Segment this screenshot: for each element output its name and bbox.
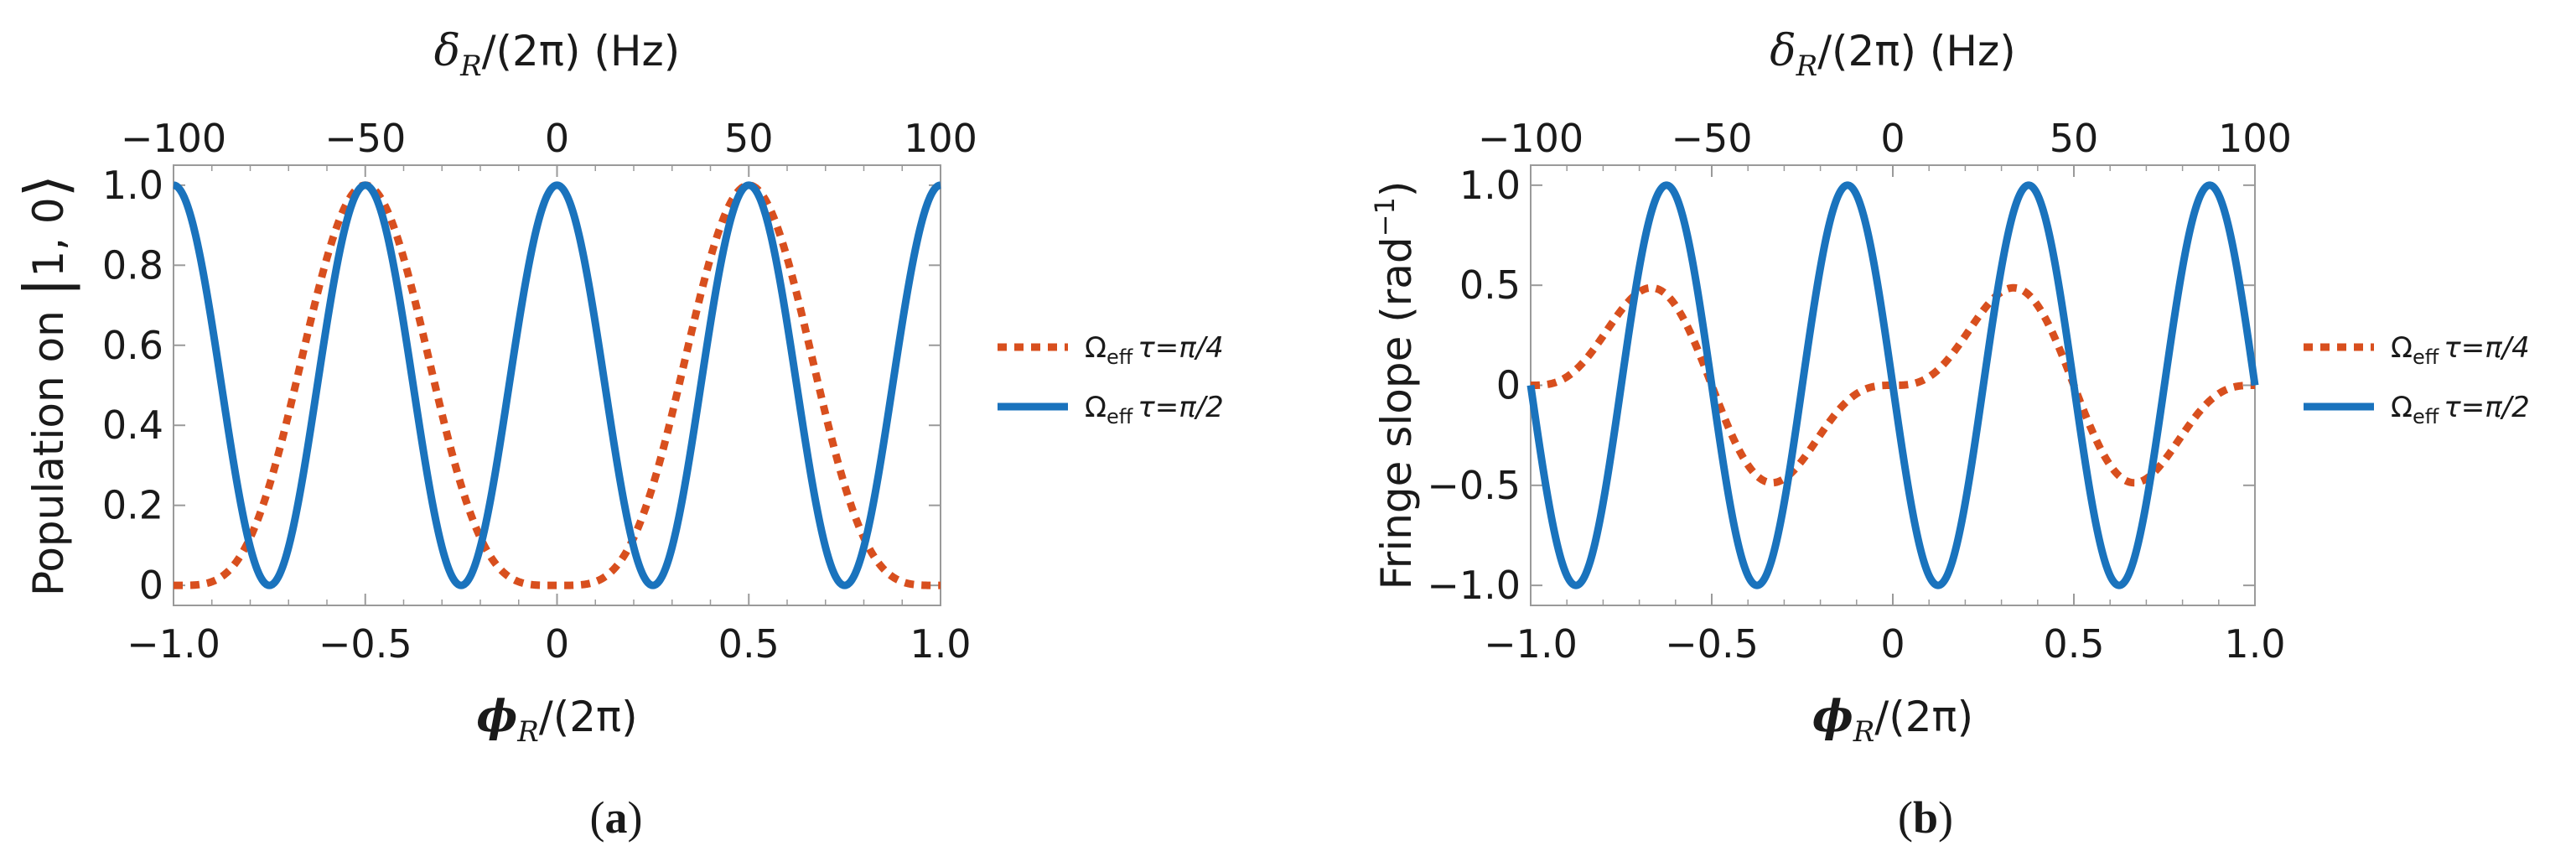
panel-label-open: (	[590, 792, 605, 843]
x-axis-symbol: ϕ	[476, 691, 517, 742]
x-tick-label: 1.0	[2224, 621, 2285, 667]
y-tick-label: 1.0	[102, 163, 163, 208]
x2-tick-label: −100	[1478, 116, 1583, 161]
legend-label-pi4: Ωeff τ=π/4	[2391, 331, 2530, 369]
x2-tick-label: 0	[1880, 116, 1905, 161]
x2-axis-symbol: δ	[1770, 26, 1796, 76]
panel-label-close: )	[1938, 792, 1953, 843]
y-tick-label: −1.0	[1427, 563, 1521, 608]
panel-a-chart: −1.0 −0.5 0 0.5 1.0−100 −50 0 50 10000.20.40.60.…	[12, 26, 1224, 843]
y-tick-label: 0	[1496, 363, 1521, 408]
series-line-pi2	[170, 181, 944, 589]
legend-rest: τ=π/2	[2444, 391, 2530, 424]
legend-omega: Ω	[2391, 391, 2413, 424]
y-axis-label: Fringe slope (rad−1)	[1369, 181, 1421, 590]
series-line-pi4	[1527, 283, 2258, 487]
legend-label-pi2: Ωeff τ=π/2	[1085, 391, 1224, 428]
panel-label: (a)	[590, 792, 643, 843]
x-axis-symbol: ϕ	[1812, 691, 1853, 742]
x2-axis-rest: /(2π) (Hz)	[482, 27, 681, 75]
x-axis-subscript: R	[516, 715, 539, 749]
x-axis-label: ϕR/(2π)	[476, 691, 637, 749]
series-line-pi4	[170, 181, 944, 589]
x-axis-label: ϕR/(2π)	[1812, 691, 1973, 749]
x-tick-label: 0.5	[2043, 621, 2104, 667]
x-tick-label: 0	[1880, 621, 1905, 667]
legend-omega: Ω	[2391, 331, 2413, 365]
panel-label-letter: b	[1913, 792, 1938, 843]
legend-rest: τ=π/4	[2444, 331, 2530, 365]
x2-tick-label: 100	[904, 116, 977, 161]
y-axis-superscript: −1	[1369, 197, 1401, 236]
ket-open: |	[12, 278, 80, 298]
x2-tick-label: −50	[1671, 116, 1752, 161]
x-tick-label: −1.0	[127, 621, 220, 667]
x2-tick-label: −50	[324, 116, 406, 161]
panel-b-chart: −1.0 −0.5 0 0.5 1.0−100 −50 0 50 100−1.0−0.500.5…	[1369, 26, 2530, 843]
legend-sub: eff	[1107, 345, 1133, 369]
x2-tick-label: −100	[121, 116, 226, 161]
x2-tick-label: 0	[545, 116, 569, 161]
legend-rest: τ=π/4	[1138, 331, 1224, 365]
x-tick-label: 0	[545, 621, 569, 667]
x2-axis-label: δR/(2π) (Hz)	[434, 26, 680, 83]
x2-axis-subscript: R	[1796, 49, 1818, 83]
x2-axis-rest: /(2π) (Hz)	[1817, 27, 2016, 75]
ket-close: ⟩	[12, 174, 80, 197]
x2-axis-label: δR/(2π) (Hz)	[1770, 26, 2015, 83]
series-line-pi2	[1526, 181, 2259, 589]
y-tick-label: 0.8	[102, 242, 163, 288]
y-tick-label: −0.5	[1427, 463, 1521, 508]
panel-label: (b)	[1898, 792, 1953, 843]
legend-label-pi2: Ωeff τ=π/2	[2391, 391, 2530, 428]
x-tick-label: 1.0	[910, 621, 971, 667]
y-axis-text: Fringe slope (rad	[1372, 236, 1421, 589]
legend-omega: Ω	[1085, 331, 1107, 365]
y-tick-label: 0.2	[102, 483, 163, 528]
x-tick-label: −1.0	[1484, 621, 1578, 667]
y-axis-text: Population on	[24, 297, 73, 596]
panel-label-close: )	[628, 792, 643, 843]
x-axis-rest: /(2π)	[1874, 693, 1973, 741]
legend-sub: eff	[2413, 405, 2439, 428]
x2-tick-label: 50	[2050, 116, 2099, 161]
x-tick-label: −0.5	[319, 621, 412, 667]
y-axis-label: Population on |1, 0⟩	[12, 174, 80, 596]
x2-tick-label: 50	[724, 116, 774, 161]
legend-sub: eff	[1107, 405, 1133, 428]
x-axis-rest: /(2π)	[539, 693, 638, 741]
y-tick-label: 0	[139, 563, 163, 608]
x2-axis-subscript: R	[459, 49, 482, 83]
y-tick-label: 0.4	[102, 402, 163, 448]
legend-rest: τ=π/2	[1138, 391, 1224, 424]
x-axis-subscript: R	[1853, 715, 1875, 749]
x-tick-label: 0.5	[718, 621, 780, 667]
panel-label-letter: a	[605, 792, 628, 843]
legend-sub: eff	[2413, 345, 2439, 369]
y-axis-close: )	[1372, 181, 1421, 198]
x-tick-label: −0.5	[1665, 621, 1759, 667]
y-tick-label: 0.5	[1459, 262, 1521, 308]
panel-label-open: (	[1898, 792, 1913, 843]
x2-tick-label: 100	[2218, 116, 2292, 161]
y-tick-label: 1.0	[1459, 163, 1521, 208]
y-tick-label: 0.6	[102, 323, 163, 368]
ket-content: 1, 0	[24, 197, 73, 277]
x2-axis-symbol: δ	[434, 26, 460, 76]
legend-label-pi4: Ωeff τ=π/4	[1085, 331, 1224, 369]
legend-omega: Ω	[1085, 391, 1107, 424]
